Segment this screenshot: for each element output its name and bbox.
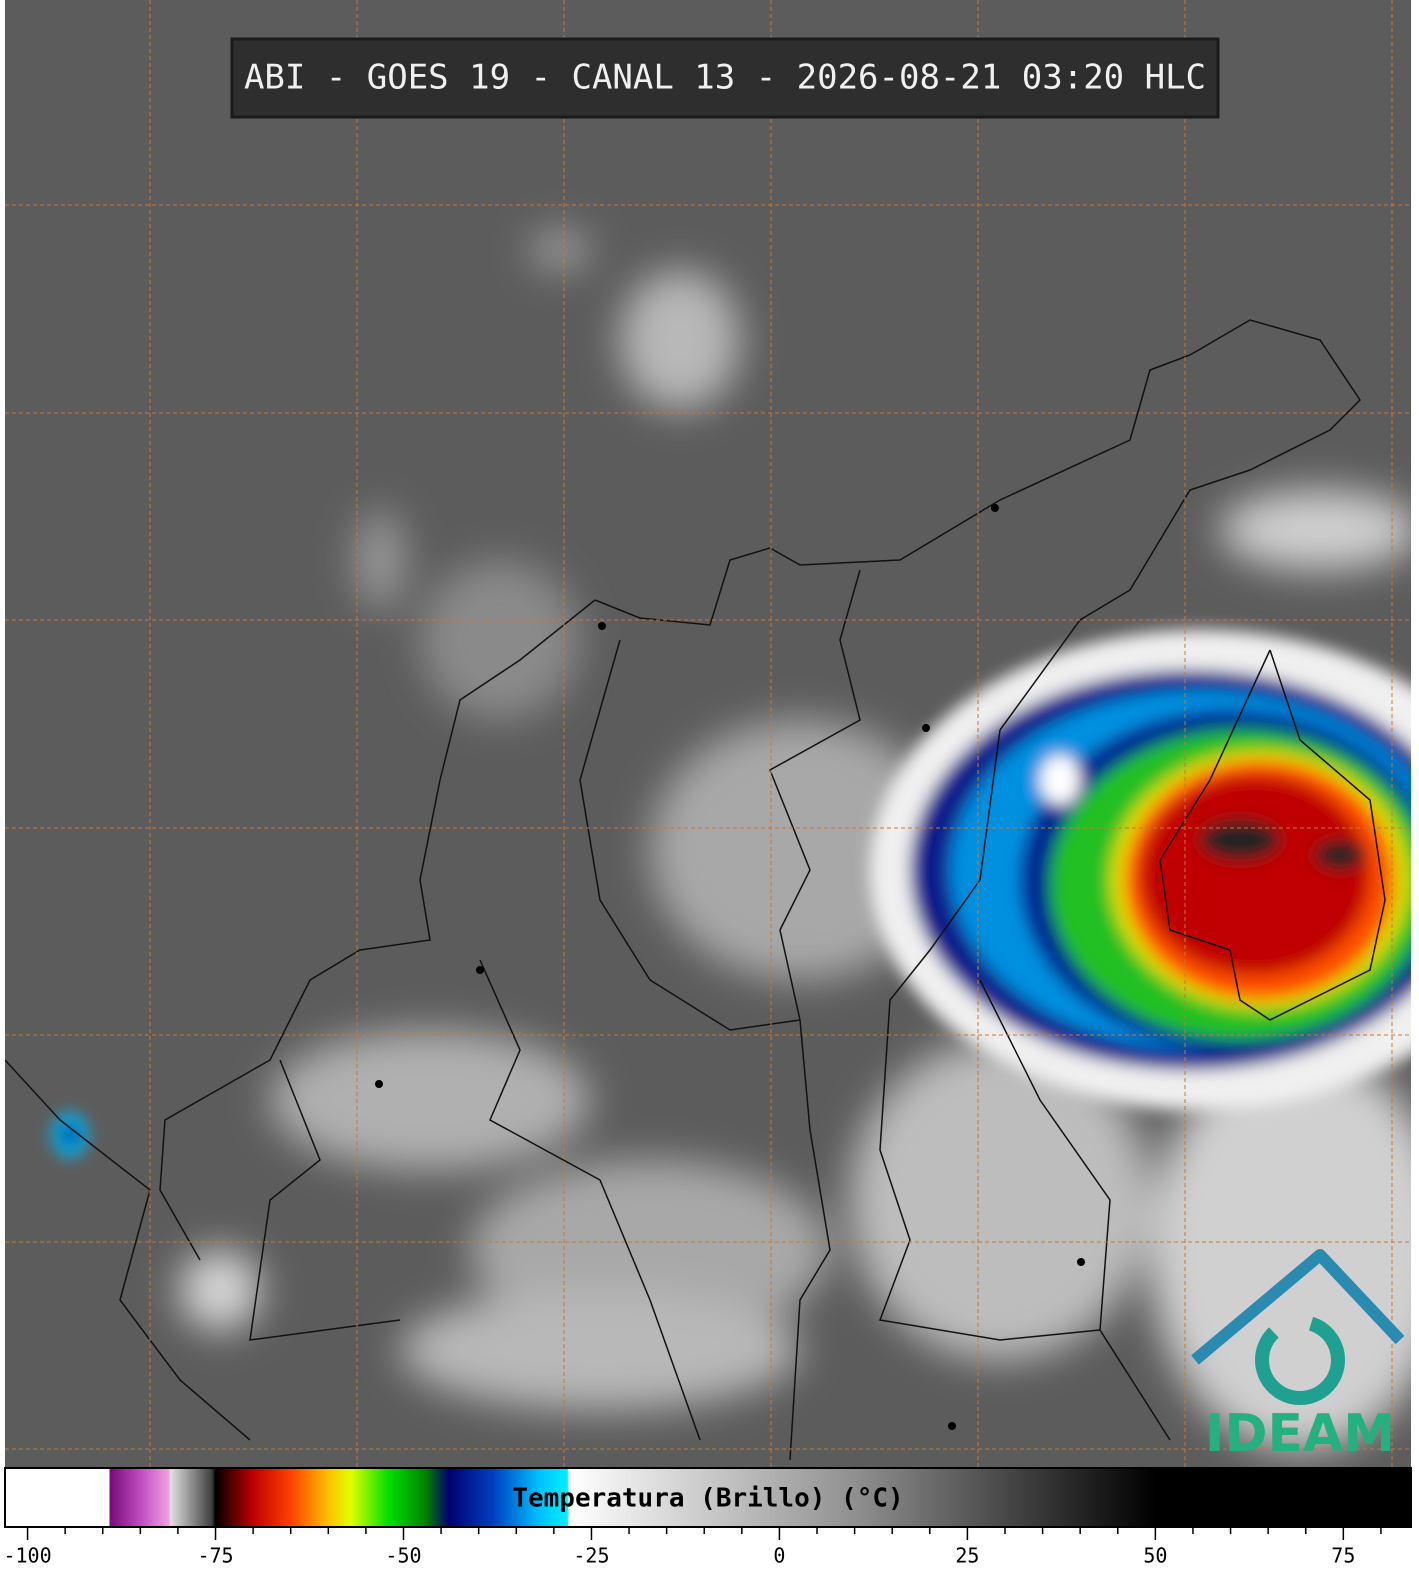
logo: IDEAM [1191, 1249, 1405, 1464]
logo-text: IDEAM [1205, 1404, 1395, 1464]
title: ABI - GOES 19 - CANAL 13 - 2026-08-21 03… [244, 58, 1206, 98]
tick-label: 50 [1143, 1544, 1167, 1568]
satellite-map: IDEAM [5, 0, 1411, 1467]
tick-label: -25 [573, 1544, 609, 1568]
graticule [5, 0, 1411, 1467]
cities [375, 504, 1085, 1430]
title-box [230, 37, 1220, 119]
storm [52, 630, 1411, 1157]
tick-label: 75 [1331, 1544, 1355, 1568]
borders [5, 319, 1386, 1461]
colorbar: Temperatura (Brillo) (°C) -100 -75 -50 -25 0… [3, 1467, 1412, 1568]
colorbar-gradient [4, 1467, 1412, 1528]
colorbar-label: Temperatura (Brillo) (°C) [512, 1484, 903, 1514]
tick-label: -50 [385, 1544, 421, 1568]
tick-label: -75 [197, 1544, 233, 1568]
tick-label: 0 [773, 1544, 785, 1568]
tick-label: -100 [3, 1544, 51, 1568]
tick-label: 25 [955, 1544, 979, 1568]
